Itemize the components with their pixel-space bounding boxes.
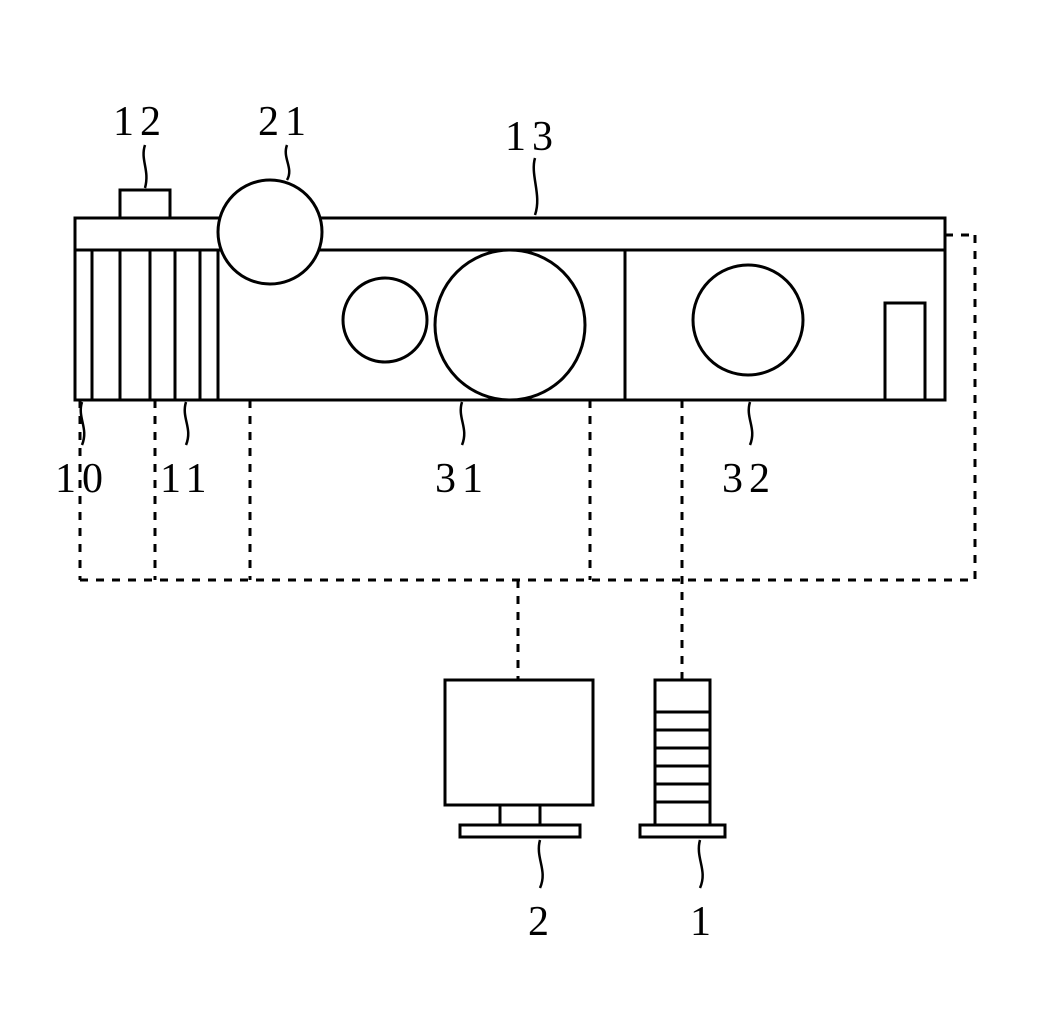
right-door bbox=[885, 303, 925, 400]
circle-right bbox=[693, 265, 803, 375]
label-11: 11 bbox=[160, 456, 212, 502]
label-12: 12 bbox=[113, 99, 167, 145]
leader-21 bbox=[286, 145, 290, 180]
machine-body bbox=[75, 250, 945, 400]
leader-31 bbox=[461, 402, 465, 445]
label-10: 10 bbox=[55, 456, 109, 502]
label-13: 13 bbox=[505, 114, 559, 160]
leader-12 bbox=[144, 145, 147, 188]
label-32: 32 bbox=[722, 456, 776, 502]
monitor-stand bbox=[500, 805, 540, 825]
leader-13 bbox=[534, 158, 538, 215]
leader-11 bbox=[185, 402, 189, 445]
circle-mid-big bbox=[435, 250, 585, 400]
label-21: 21 bbox=[258, 99, 312, 145]
block-12 bbox=[120, 190, 170, 218]
leader-32 bbox=[749, 402, 753, 445]
monitor-screen bbox=[445, 680, 593, 805]
label-1: 1 bbox=[690, 899, 717, 945]
top-bar bbox=[75, 218, 945, 250]
circle-mid-small bbox=[343, 278, 427, 362]
leader-2 bbox=[539, 840, 543, 888]
monitor-base bbox=[460, 825, 580, 837]
label-31: 31 bbox=[435, 456, 489, 502]
label-2: 2 bbox=[528, 899, 555, 945]
leader-1 bbox=[699, 840, 703, 888]
circle-21 bbox=[218, 180, 322, 284]
tower-base bbox=[640, 825, 725, 837]
schematic-diagram: 12 21 13 10 11 31 32 2 1 bbox=[0, 0, 1037, 1011]
